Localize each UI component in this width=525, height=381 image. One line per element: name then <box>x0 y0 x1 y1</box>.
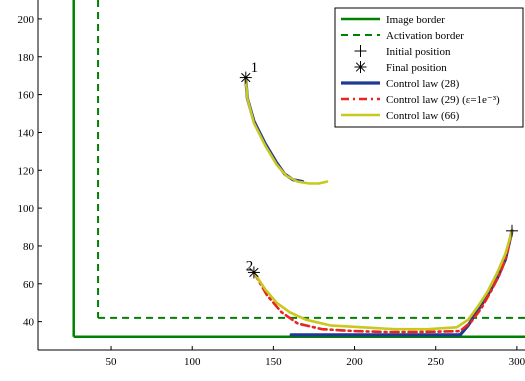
x-tick-label: 200 <box>346 356 363 368</box>
x-tick-label: 50 <box>106 356 118 368</box>
x-tick-label: 100 <box>184 356 201 368</box>
legend-label: Control law (28) <box>386 78 460 90</box>
y-tick-label: 40 <box>23 317 35 329</box>
legend-item-final: Final position <box>354 61 447 74</box>
legend-swatch <box>354 61 367 73</box>
y-tick-label: 100 <box>18 203 35 215</box>
legend-label: Activation border <box>386 30 464 42</box>
legend-item-law66: Control law (66) <box>341 110 460 122</box>
legend-item-law29: Control law (29) (ε=1e⁻³) <box>341 94 500 106</box>
border-lines <box>72 0 525 339</box>
legend-label: Image border <box>386 14 445 26</box>
trajectory-label: 2 <box>246 259 254 275</box>
y-tick-label: 80 <box>23 241 35 253</box>
legend-label: Initial position <box>386 46 451 58</box>
y-tick-label: 180 <box>18 52 35 64</box>
initial-position-marker <box>506 224 519 237</box>
legend-item-image_border: Image border <box>341 14 445 26</box>
x-tick-label: 150 <box>265 356 282 368</box>
trajectory-label: 1 <box>251 60 259 76</box>
series-lines <box>244 77 514 337</box>
series-line-law66 <box>252 229 514 331</box>
legend-item-initial: Initial position <box>354 45 451 58</box>
axis-ticks: 50 100 150 200 250 300 40 60 80 100 120 140 160 180 20… <box>18 14 525 368</box>
legend-label: Final position <box>386 62 447 74</box>
x-tick-label: 300 <box>509 356 525 368</box>
y-tick-label: 60 <box>23 279 35 291</box>
y-tick-label: 140 <box>18 127 35 139</box>
legend-item-law28: Control law (28) <box>341 78 460 90</box>
y-tick-label: 200 <box>18 14 35 26</box>
series-line-law66 <box>244 78 329 185</box>
final-position-marker <box>247 266 260 279</box>
legend-label: Control law (29) (ε=1e⁻³) <box>386 94 500 106</box>
legend-swatch <box>354 45 367 57</box>
legend-label: Control law (66) <box>386 110 460 122</box>
legend: Image border Activation border Initial pos… <box>334 7 524 128</box>
x-tick-label: 250 <box>427 356 444 368</box>
position-markers <box>239 71 519 279</box>
trajectory-annotations: 12 <box>246 60 258 275</box>
y-tick-label: 120 <box>18 165 35 177</box>
y-tick-label: 160 <box>18 90 35 102</box>
legend-item-activation_border: Activation border <box>341 30 464 42</box>
final-position-marker <box>239 71 252 84</box>
series-line-law29 <box>252 229 514 334</box>
